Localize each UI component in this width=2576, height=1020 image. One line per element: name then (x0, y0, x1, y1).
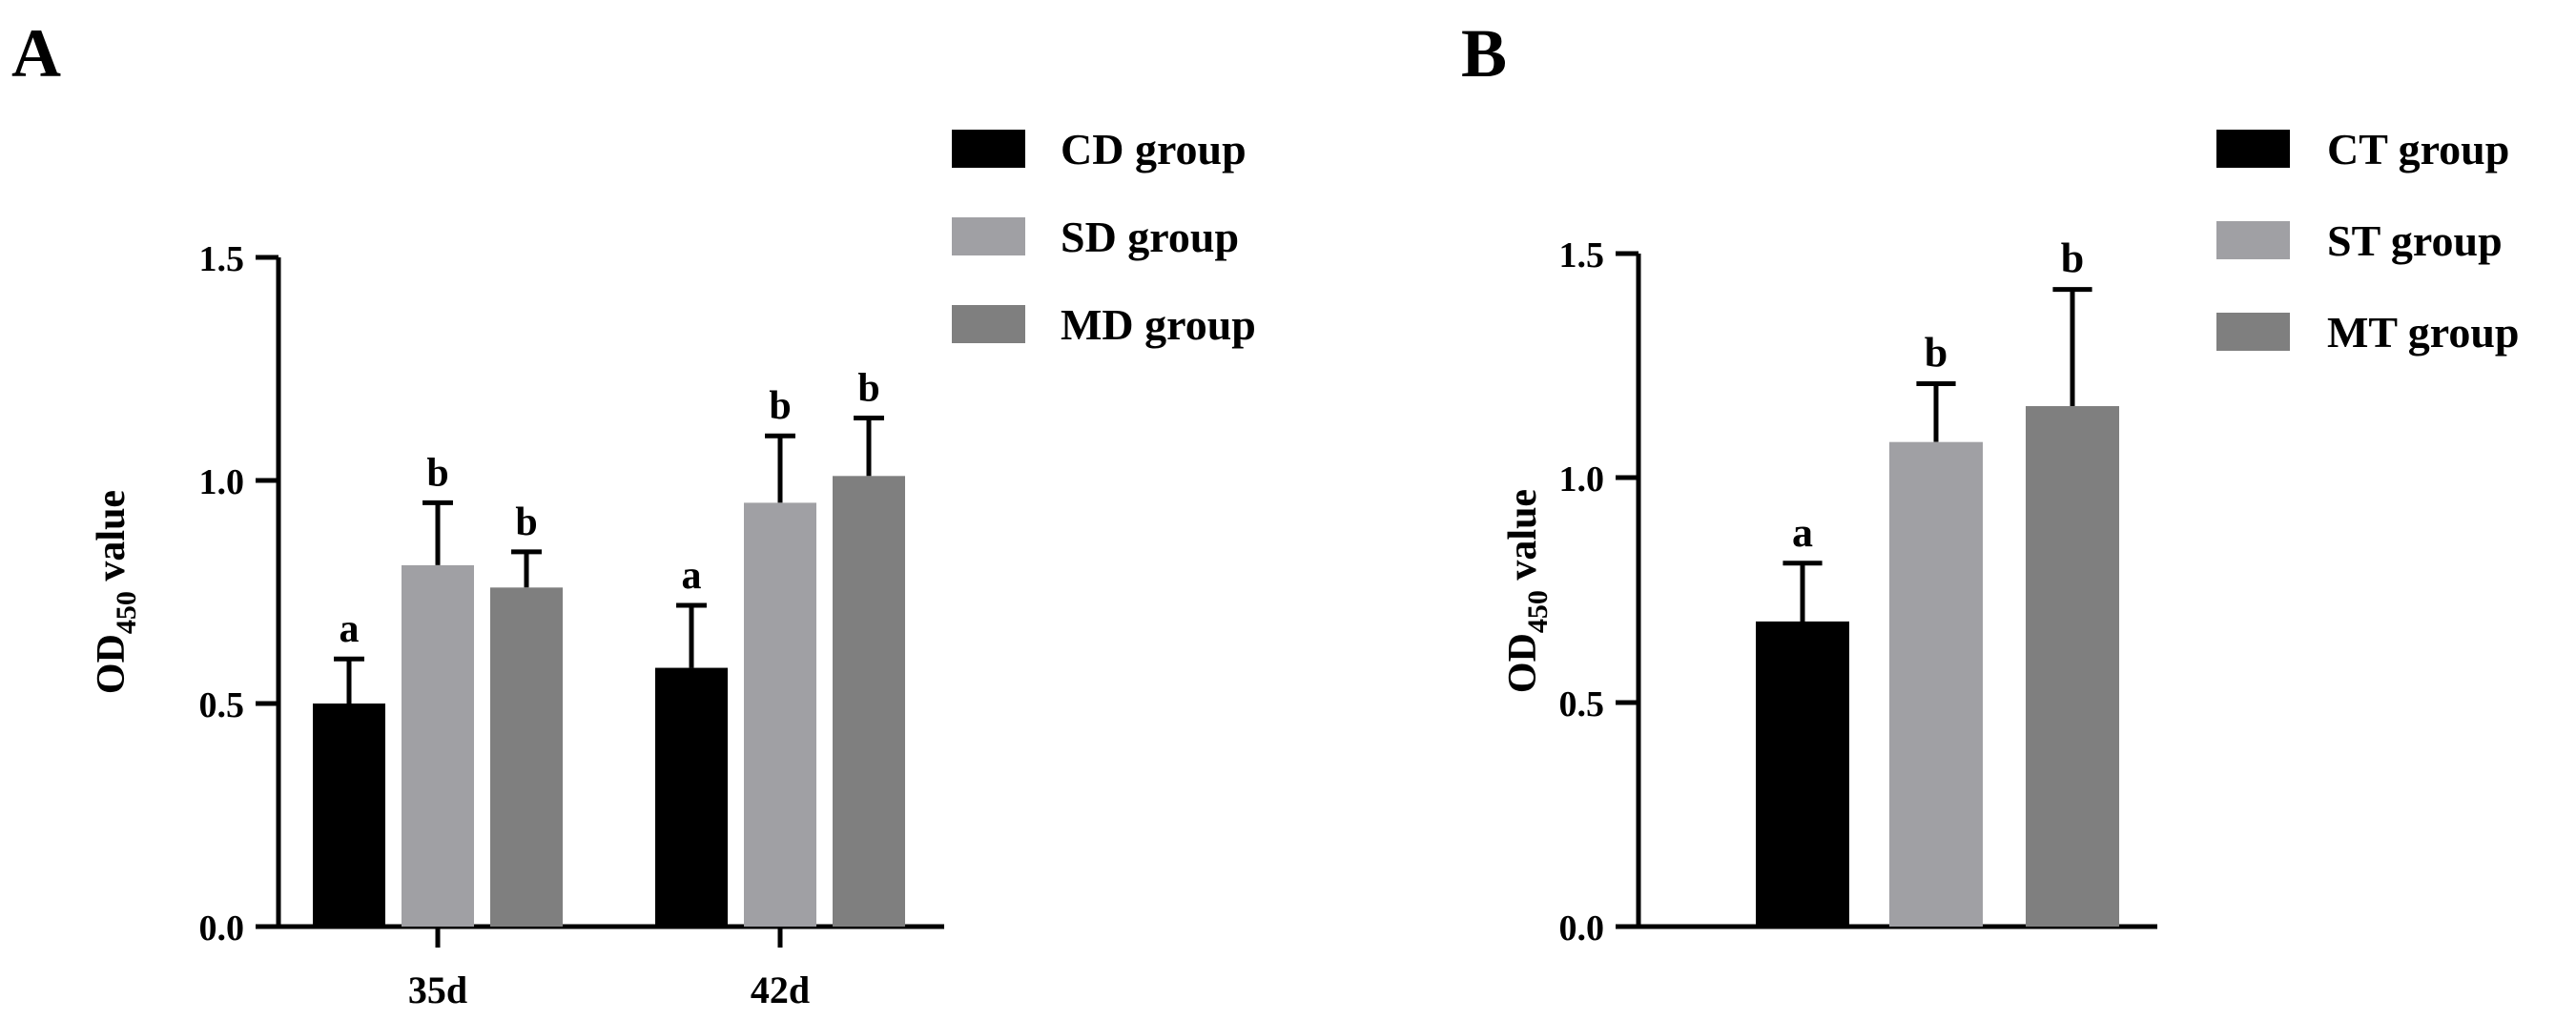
ylabel-main: OD (90, 634, 134, 694)
panel-a-ytick-label: 1.0 (199, 462, 245, 502)
ylabel-suffix: value (90, 490, 134, 591)
bar (402, 564, 474, 927)
panel-b-ytick-label: 0.5 (1559, 684, 1605, 724)
ylabel-subscript: 450 (111, 591, 142, 634)
panel-a-label: A (11, 15, 61, 92)
panel-a-xtick-label: 35d (408, 969, 467, 1011)
panel-a-bars: a b b a b b (313, 366, 905, 927)
bar (313, 704, 385, 927)
significance-letter: b (857, 366, 879, 410)
panel-b-ytick-label: 0.0 (1559, 908, 1605, 949)
significance-letter: a (1792, 509, 1813, 556)
significance-letter: a (340, 607, 360, 651)
bar (744, 502, 816, 927)
legend-swatch-md (952, 305, 1025, 343)
panel-b-y-axis-title: OD450 value (1501, 489, 1554, 693)
legend-swatch-st (2216, 221, 2290, 259)
legend-swatch-cd (952, 130, 1025, 168)
legend-swatch-ct (2216, 130, 2290, 168)
panel-b-legend: CT group ST group MT group (2216, 125, 2520, 357)
panel-a-ytick-label: 0.5 (199, 685, 245, 725)
significance-letter: b (2061, 235, 2084, 282)
ylabel-suffix: value (1501, 489, 1545, 590)
legend-label-ct: CT group (2327, 125, 2509, 173)
panel-a-xtick-label: 42d (751, 969, 810, 1011)
bar (655, 667, 728, 927)
bar (490, 587, 563, 927)
ylabel-subscript: 450 (1522, 590, 1554, 633)
significance-letter: b (1925, 329, 1947, 376)
significance-letter: b (515, 500, 537, 544)
panel-a-ytick-label: 0.0 (199, 908, 245, 949)
significance-letter: b (769, 384, 791, 428)
panel-a-ytick-label: 1.5 (199, 239, 245, 279)
panel-a-y-axis-title: OD450 value (90, 490, 142, 694)
panel-b-ytick-label: 1.5 (1559, 235, 1605, 275)
panel-b: B 0.0 0.5 1.0 1.5 OD450 value a b b CT gro… (1461, 15, 2520, 949)
significance-letter: a (682, 554, 702, 598)
panel-b-ytick-label: 1.0 (1559, 459, 1605, 500)
legend-label-md: MD group (1061, 300, 1256, 349)
legend-label-sd: SD group (1061, 213, 1239, 261)
bar (2026, 406, 2119, 927)
ylabel-main: OD (1501, 633, 1545, 693)
panel-a-legend: CD group SD group MD group (952, 125, 1256, 349)
legend-label-cd: CD group (1061, 125, 1247, 173)
bar (1889, 441, 1983, 927)
legend-swatch-mt (2216, 313, 2290, 351)
significance-letter: b (426, 451, 448, 495)
legend-label-st: ST group (2327, 216, 2503, 265)
panel-b-label: B (1461, 15, 1507, 92)
panel-a: A 0.0 0.5 1.0 1.5 35d 42d OD450 value a b… (11, 15, 1256, 1011)
bar (1756, 621, 1849, 927)
bar (833, 476, 905, 927)
panel-b-bars: a b b (1756, 235, 2119, 927)
legend-swatch-sd (952, 217, 1025, 255)
legend-label-mt: MT group (2327, 308, 2520, 357)
